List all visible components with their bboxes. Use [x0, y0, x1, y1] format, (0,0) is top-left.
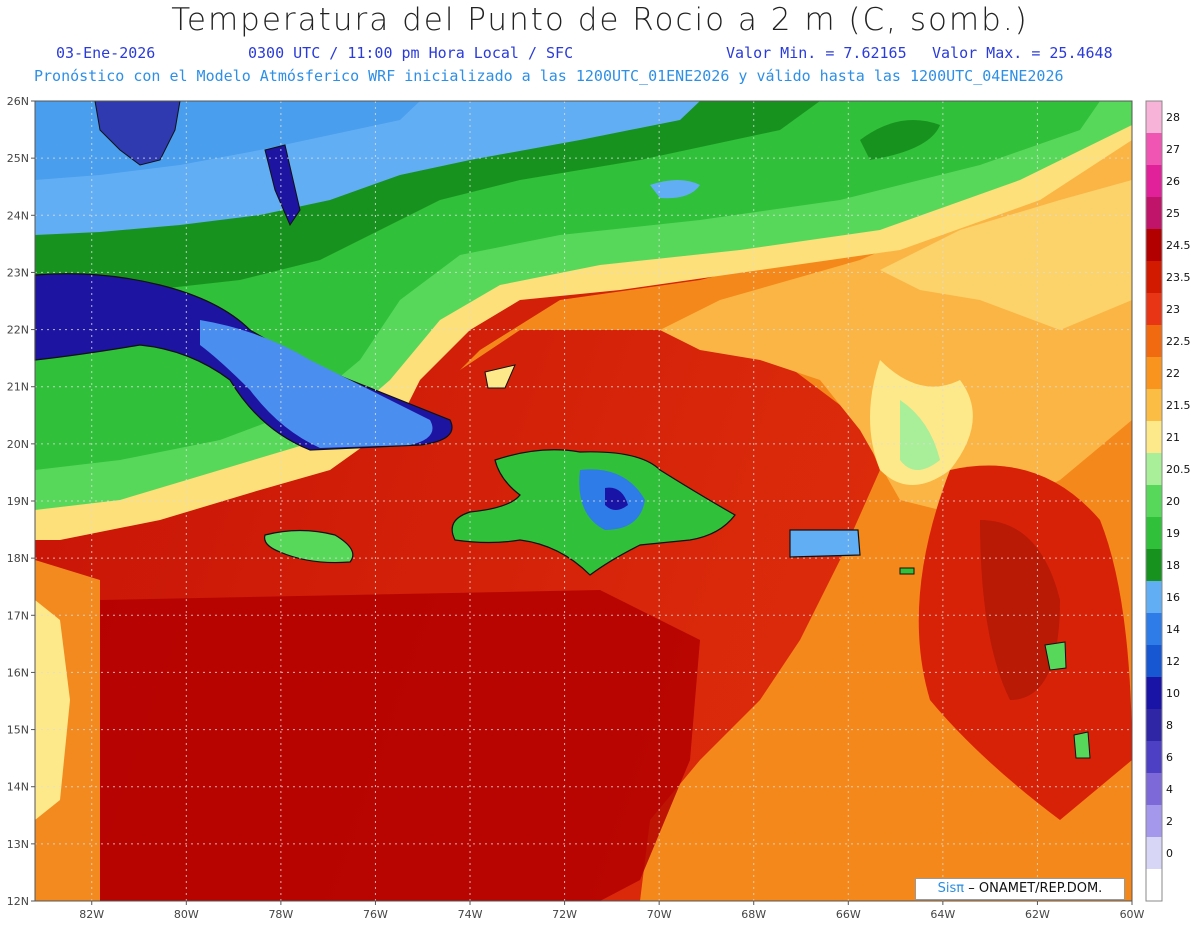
- colorbar-swatch: [1146, 101, 1162, 134]
- min-value-label: Valor Min. = 7.62165: [726, 44, 907, 62]
- colorbar-level-label: 22: [1166, 367, 1180, 380]
- lon-tick-label: 76W: [363, 908, 388, 921]
- colorbar-swatch: [1146, 357, 1162, 390]
- colorbar-swatch: [1146, 805, 1162, 838]
- lon-tick-label: 70W: [647, 908, 672, 921]
- lat-tick-label: 20N: [7, 438, 29, 451]
- max-value-label: Valor Max. = 25.4648: [932, 44, 1113, 62]
- colorbar-border: [1145, 100, 1163, 902]
- colorbar-level-label: 24.5: [1166, 239, 1191, 252]
- lon-tick-label: 60W: [1120, 908, 1145, 921]
- lat-tick-label: 13N: [7, 838, 29, 851]
- colorbar-swatch: [1146, 837, 1162, 870]
- lon-tick-label: 62W: [1025, 908, 1050, 921]
- colorbar-swatch: [1146, 549, 1162, 582]
- colorbar-level-label: 2: [1166, 815, 1173, 828]
- colorbar-level-label: 26: [1166, 175, 1180, 188]
- lat-tick-label: 19N: [7, 495, 29, 508]
- colorbar-swatch: [1146, 581, 1162, 614]
- colorbar-swatch: [1146, 293, 1162, 326]
- colorbar-level-label: 8: [1166, 719, 1173, 732]
- lat-tick-label: 16N: [7, 666, 29, 679]
- colorbar-swatch: [1146, 645, 1162, 678]
- colorbar-swatch: [1146, 709, 1162, 742]
- colorbar-swatch: [1146, 741, 1162, 774]
- colorbar-swatch: [1146, 453, 1162, 486]
- colorbar-level-label: 12: [1166, 655, 1180, 668]
- colorbar-level-label: 20.5: [1166, 463, 1191, 476]
- lon-tick-label: 80W: [174, 908, 199, 921]
- colorbar-swatch: [1146, 677, 1162, 710]
- dewpoint-shading: [34, 100, 1132, 901]
- longitude-axis: 82W 80W 78W 76W 74W 72W 70W 68W 66W 64W 62W 60W: [79, 901, 1145, 921]
- lon-tick-label: 66W: [836, 908, 861, 921]
- colorbar-level-label: 20: [1166, 495, 1180, 508]
- colorbar-swatch: [1146, 613, 1162, 646]
- lon-tick-label: 64W: [930, 908, 955, 921]
- colorbar-swatch: [1146, 261, 1162, 294]
- colorbar-swatch: [1146, 421, 1162, 454]
- colorbar-level-label: 21.5: [1166, 399, 1191, 412]
- colorbar: 2827262524.523.52322.52221.52120.5201918…: [1145, 100, 1191, 902]
- colorbar-swatch: [1146, 869, 1162, 902]
- colorbar-level-label: 4: [1166, 783, 1173, 796]
- latitude-axis: 26N 25N 24N 23N 22N 21N 20N 19N 18N 17N 16N 15N 14N 1…: [7, 95, 35, 908]
- colorbar-level-label: 25: [1166, 207, 1180, 220]
- lat-tick-label: 23N: [7, 266, 29, 279]
- colorbar-swatch: [1146, 133, 1162, 166]
- sispi-logo-text: Sisπ: [937, 881, 965, 896]
- colorbar-swatch: [1146, 773, 1162, 806]
- model-info-line: Pronóstico con el Modelo Atmósferico WRF…: [34, 67, 1064, 85]
- colorbar-level-label: 10: [1166, 687, 1180, 700]
- colorbar-level-label: 28: [1166, 111, 1180, 124]
- colorbar-swatch: [1146, 165, 1162, 198]
- colorbar-level-label: 22.5: [1166, 335, 1191, 348]
- lon-tick-label: 68W: [741, 908, 766, 921]
- date-label: 03-Ene-2026: [56, 44, 156, 62]
- lat-tick-label: 24N: [7, 209, 29, 222]
- lon-tick-label: 74W: [458, 908, 483, 921]
- colorbar-level-label: 27: [1166, 143, 1180, 156]
- map-title: Temperatura del Punto de Rocio a 2 m (C,…: [171, 2, 1029, 38]
- colorbar-level-label: 23: [1166, 303, 1180, 316]
- colorbar-level-label: 18: [1166, 559, 1180, 572]
- colorbar-swatch: [1146, 389, 1162, 422]
- credit-logo: Sisπ – ONAMET/REP.DOM.: [915, 878, 1125, 900]
- lat-tick-label: 14N: [7, 781, 29, 794]
- colorbar-swatch: [1146, 229, 1162, 262]
- lon-tick-label: 72W: [552, 908, 577, 921]
- colorbar-level-label: 16: [1166, 591, 1180, 604]
- colorbar-level-label: 6: [1166, 751, 1173, 764]
- colorbar-level-label: 19: [1166, 527, 1180, 540]
- lat-tick-label: 18N: [7, 552, 29, 565]
- lon-tick-label: 78W: [268, 908, 293, 921]
- colorbar-swatch: [1146, 485, 1162, 518]
- lat-tick-label: 22N: [7, 324, 29, 337]
- colorbar-level-label: 21: [1166, 431, 1180, 444]
- lon-tick-label: 82W: [79, 908, 104, 921]
- lat-tick-label: 17N: [7, 609, 29, 622]
- lat-tick-label: 12N: [7, 895, 29, 908]
- lat-tick-label: 26N: [7, 95, 29, 108]
- credit-text: – ONAMET/REP.DOM.: [968, 881, 1103, 896]
- lat-tick-label: 21N: [7, 381, 29, 394]
- time-label: 0300 UTC / 11:00 pm Hora Local / SFC: [248, 44, 574, 62]
- colorbar-swatch: [1146, 517, 1162, 550]
- colorbar-level-label: 23.5: [1166, 271, 1191, 284]
- colorbar-level-label: 14: [1166, 623, 1180, 636]
- colorbar-swatch: [1146, 197, 1162, 230]
- colorbar-swatch: [1146, 325, 1162, 358]
- lat-tick-label: 15N: [7, 724, 29, 737]
- lat-tick-label: 25N: [7, 152, 29, 165]
- map-frame: [34, 100, 1132, 901]
- colorbar-level-label: 0: [1166, 847, 1173, 860]
